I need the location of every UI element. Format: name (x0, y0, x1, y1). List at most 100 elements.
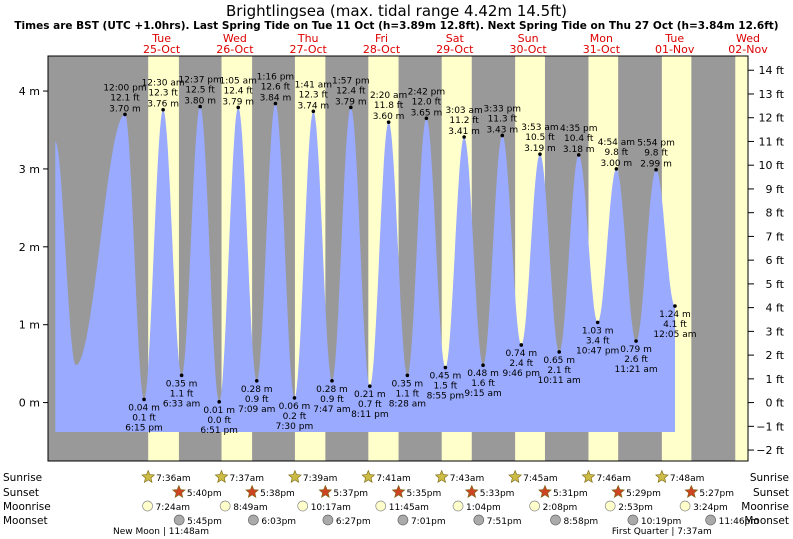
sunset-star-icon (464, 484, 479, 498)
daylight-band (735, 56, 748, 461)
date-label: 02-Nov (728, 43, 768, 56)
moonset-time: 6:27pm (336, 517, 371, 527)
sunrise-row-label-right: Sunrise (750, 472, 789, 484)
left-tick-label: 3 m (19, 163, 40, 176)
high-tide-time: 5:54 pm (637, 139, 675, 149)
sunset-time: 5:35pm (407, 489, 442, 499)
date-label: 25-Oct (143, 43, 181, 56)
low-tide-time: 12:05 am (653, 330, 696, 340)
right-tick-label: 2 ft (766, 349, 785, 362)
sunrise-time: 7:45am (523, 474, 558, 484)
moonset-time: 10:19pm (641, 517, 681, 527)
low-tide-dot (142, 397, 146, 402)
high-tide-feet: 12.4 ft (223, 86, 253, 96)
moonset-time: 7:51pm (487, 517, 522, 527)
moonset-icon (705, 514, 716, 526)
day-label: Fri (375, 32, 388, 45)
low-tide-time: 6:15 pm (125, 423, 163, 433)
high-tide-metres: 3.76 m (147, 100, 179, 110)
low-tide-dot (292, 396, 297, 400)
low-tide-metres: 0.35 m (392, 379, 424, 389)
sunset-star-icon (538, 484, 552, 498)
moonset-time: 7:01pm (411, 517, 446, 527)
sunset-star-icon (611, 484, 626, 498)
sunrise-star-icon (287, 469, 302, 483)
high-tide-time: 3:03 am (445, 106, 482, 116)
high-tide-dot (500, 133, 505, 138)
high-tide-time: 4:35 pm (560, 124, 598, 134)
low-tide-feet: 2.6 ft (624, 355, 648, 365)
sunset-time: 5:29pm (626, 489, 661, 499)
low-tide-time: 7:30 pm (276, 422, 314, 432)
right-tick-label: 0 ft (766, 397, 785, 410)
moonrise-icon (679, 500, 691, 512)
high-tide-metres: 3.18 m (563, 145, 595, 155)
right-tick-label: 9 ft (766, 183, 785, 196)
low-tide-time: 11:21 am (615, 365, 658, 375)
high-tide-time: 3:53 am (521, 123, 558, 133)
low-tide-metres: 1.24 m (659, 310, 691, 320)
right-tick-label: 12 ft (759, 112, 785, 125)
sunrise-time: 7:37am (230, 474, 265, 484)
high-tide-feet: 9.8 ft (644, 149, 668, 159)
chart-title: Brightlingsea (max. tidal range 4.42m 14… (226, 2, 567, 20)
low-tide-metres: 0.21 m (354, 390, 386, 400)
high-tide-dot (273, 101, 278, 106)
low-tide-time: 8:28 am (389, 399, 426, 409)
high-tide-time: 12:00 pm (103, 83, 146, 93)
tide-curve (55, 103, 676, 432)
low-tide-feet: 1.5 ft (434, 382, 458, 392)
high-tide-feet: 12.6 ft (261, 83, 291, 93)
high-tide-feet: 12.3 ft (148, 89, 178, 99)
low-tide-dot (330, 378, 334, 383)
plot-frame (47, 55, 749, 462)
low-tide-dot (481, 363, 485, 368)
high-tide-feet: 11.2 ft (449, 116, 479, 126)
high-tide-dot (538, 152, 542, 156)
high-tide-dot (386, 120, 391, 125)
day-label: Sat (446, 32, 465, 45)
high-tide-dot (236, 105, 241, 110)
sunset-time: 5:37pm (333, 489, 368, 499)
low-tide-dot (519, 343, 524, 347)
high-tide-dot (654, 167, 658, 172)
sunrise-star-icon (434, 469, 449, 483)
high-tide-time: 1:05 am (220, 76, 257, 86)
sunset-time: 5:40pm (187, 489, 222, 499)
high-tide-time: 1:57 pm (332, 76, 370, 86)
high-tide-time: 12:30 am (142, 79, 185, 89)
high-tide-time: 1:41 am (295, 80, 332, 90)
low-tide-dot (673, 304, 677, 308)
plot-border (47, 55, 749, 462)
low-tide-dot (634, 339, 638, 343)
date-label: 26-Oct (216, 43, 254, 56)
high-tide-metres: 3.60 m (373, 112, 405, 122)
low-tide-feet: 0.1 ft (132, 413, 156, 423)
low-tide-metres: 0.04 m (128, 403, 160, 413)
high-tide-time: 2:42 pm (408, 87, 446, 97)
low-tide-time: 9:46 pm (502, 369, 540, 379)
day-label: Tue (664, 32, 684, 45)
date-label: 27-Oct (290, 43, 328, 56)
low-tide-metres: 0.01 m (203, 406, 235, 416)
day-label: Mon (590, 32, 613, 45)
low-tide-metres: 1.03 m (582, 326, 614, 336)
low-tide-time: 8:11 pm (351, 410, 389, 420)
sunset-time: 5:27pm (699, 489, 734, 499)
low-tide-dot (254, 378, 259, 383)
low-tide-metres: 0.28 m (316, 385, 348, 395)
high-tide-feet: 10.4 ft (564, 134, 594, 144)
low-tide-time: 8:55 pm (427, 392, 465, 402)
low-tide-feet: 0.9 ft (320, 395, 344, 405)
sunset-star-icon (684, 484, 699, 498)
sunset-row-label-right: Sunset (753, 487, 789, 499)
date-label: 29-Oct (436, 43, 474, 56)
high-tide-feet: 12.3 ft (299, 90, 329, 100)
low-tide-dot (368, 384, 372, 389)
moonrise-time: 1:04pm (466, 503, 501, 513)
high-tide-feet: 12.4 ft (336, 86, 366, 96)
sunrise-star-icon (141, 469, 156, 483)
high-tide-feet: 10.5 ft (525, 133, 555, 143)
high-tide-dot (424, 116, 429, 121)
sunrise-time: 7:36am (156, 474, 191, 484)
